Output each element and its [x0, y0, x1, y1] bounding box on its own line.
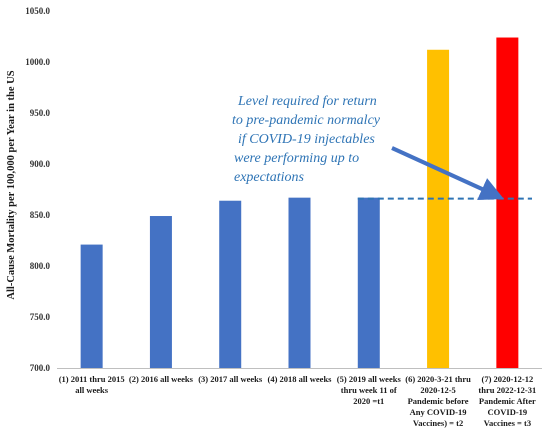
category-label: (7) 2020-12-12 thru 2022-12-31 Pandemic Af… — [478, 374, 536, 428]
annotation-line: if COVID-19 injectables — [238, 132, 375, 147]
y-tick-label: 1050.0 — [25, 6, 50, 16]
y-tick-label: 900.0 — [30, 159, 51, 169]
bar — [427, 49, 450, 368]
annotation-line: to pre-pandemic normalcy — [232, 113, 381, 128]
category-label-line: (7) 2020-12-12 — [482, 374, 534, 384]
annotation-group: Level required for return to pre-pandemic… — [232, 94, 504, 200]
category-label: (4) 2018 all weeks — [268, 374, 333, 384]
annotation-arrow — [391, 146, 504, 200]
category-label-line: thru week 11 of — [341, 385, 397, 395]
category-label-line: (4) 2018 all weeks — [268, 374, 333, 384]
bar — [219, 200, 242, 368]
category-label-line: (1) 2011 thru 2015 — [59, 374, 125, 384]
bar — [357, 197, 380, 368]
category-label-line: (6) 2020-3-21 thru — [405, 374, 471, 384]
y-tick-label: 950.0 — [30, 108, 51, 118]
bar — [496, 37, 519, 369]
category-label-line: thru 2022-12-31 — [478, 385, 536, 395]
category-label-line: 2020 =t1 — [353, 396, 384, 406]
category-label-line: (3) 2017 all weeks — [198, 374, 263, 384]
annotation-line: were performing up to — [234, 151, 359, 166]
category-labels: (1) 2011 thru 2015 all weeks (2) 2016 all … — [59, 374, 537, 428]
category-label-line: Vaccines = t3 — [484, 418, 532, 428]
bar — [288, 197, 311, 368]
category-label-line: (2) 2016 all weeks — [129, 374, 194, 384]
category-label-line: Vaccines) = t2 — [413, 418, 463, 428]
bar — [80, 244, 103, 368]
y-axis-label-group: All-Cause Mortality per 100,000 per Year… — [6, 70, 17, 299]
y-tick-label: 800.0 — [30, 261, 51, 271]
category-label-line: Any COVID-19 — [410, 407, 467, 417]
category-label: (5) 2019 all weeks thru week 11 of 2020 =t… — [337, 374, 402, 406]
annotation-line: expectations — [234, 170, 305, 185]
category-label: (3) 2017 all weeks — [198, 374, 263, 384]
y-tick-labels: 700.0 750.0 800.0 850.0 900.0 950.0 1000.0 1050… — [25, 6, 50, 373]
bar — [149, 216, 172, 368]
category-label-line: Pandemic After — [479, 396, 536, 406]
category-label: (2) 2016 all weeks — [129, 374, 194, 384]
y-axis-label: All-Cause Mortality per 100,000 per Year… — [6, 70, 17, 299]
category-label-line: Pandemic before — [408, 396, 469, 406]
category-label-line: 2020-12-5 — [420, 385, 455, 395]
category-label-line: all weeks — [75, 385, 109, 395]
category-label: (6) 2020-3-21 thru 2020-12-5 Pandemic befo… — [405, 374, 471, 428]
y-tick-label: 850.0 — [30, 210, 51, 220]
category-label: (1) 2011 thru 2015 all weeks — [59, 374, 125, 395]
annotation-line: Level required for return — [237, 94, 377, 109]
y-tick-label: 750.0 — [30, 312, 51, 322]
bars — [57, 37, 542, 369]
y-tick-label: 1000.0 — [25, 57, 50, 67]
category-label-line: (5) 2019 all weeks — [337, 374, 402, 384]
category-label-line: COVID-19 — [488, 407, 528, 417]
y-tick-label: 700.0 — [30, 363, 51, 373]
